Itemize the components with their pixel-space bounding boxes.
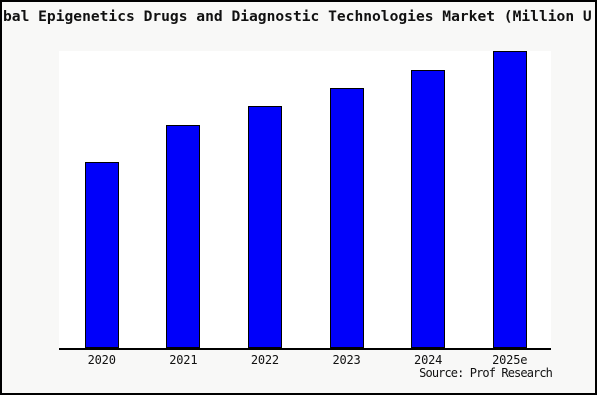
bar-2020: [84, 162, 119, 348]
bar-2023: [329, 87, 364, 348]
source-credit: Source: Prof Research: [419, 366, 553, 380]
x-tick-2024: 2024: [414, 353, 443, 367]
bar-2022: [247, 105, 282, 348]
bar-2025e: [492, 51, 527, 348]
x-tick-2021: 2021: [169, 353, 198, 367]
x-tick-2023: 2023: [332, 353, 361, 367]
x-tick-2025e: 2025e: [492, 353, 528, 367]
x-tick-2022: 2022: [250, 353, 279, 367]
chart-title: bal Epigenetics Drugs and Diagnostic Tec…: [3, 8, 592, 25]
bar-2021: [166, 125, 201, 348]
x-tick-2020: 2020: [87, 353, 116, 367]
plot-area: [59, 51, 551, 350]
bar-2024: [411, 69, 446, 348]
